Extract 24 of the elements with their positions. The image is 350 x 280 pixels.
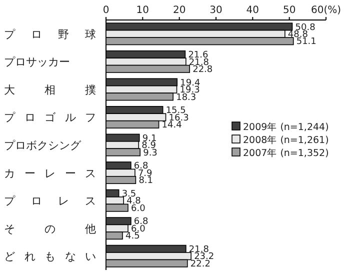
y-tick-label: 大相撲: [4, 83, 96, 96]
y-tick-label: プロ野球: [4, 28, 96, 41]
x-tick-label: 60(%): [310, 5, 342, 16]
y-tick-label: どれもない: [4, 250, 96, 264]
x-tick-label: 30: [210, 5, 222, 16]
data-label: 4.5: [126, 232, 140, 242]
x-tick-label: 10: [136, 5, 150, 16]
y-tick-label: プロゴルフ: [4, 111, 96, 124]
y-tick-label: プロボクシング: [4, 139, 82, 152]
x-tick-label: 50: [282, 5, 296, 16]
legend-label: 2009年 (n=1,244): [243, 121, 329, 133]
x-tick-label: 0: [102, 5, 110, 16]
x-tick-label: 20: [172, 5, 186, 16]
y-tick-label: カーレース: [4, 166, 96, 180]
y-tick-label: プロサッカー: [4, 56, 70, 69]
y-tick-label: プロレス: [4, 194, 96, 208]
legend-label: 2007年 (n=1,352): [243, 147, 329, 159]
data-label: 22.8: [192, 65, 213, 75]
data-label: 8.1: [138, 176, 154, 186]
data-label: 14.4: [162, 120, 182, 131]
legend-label: 2008年 (n=1,261): [243, 134, 329, 146]
data-label: 51.1: [296, 37, 316, 48]
x-tick-label: 40: [246, 5, 260, 16]
y-tick-label: その他: [4, 222, 96, 236]
